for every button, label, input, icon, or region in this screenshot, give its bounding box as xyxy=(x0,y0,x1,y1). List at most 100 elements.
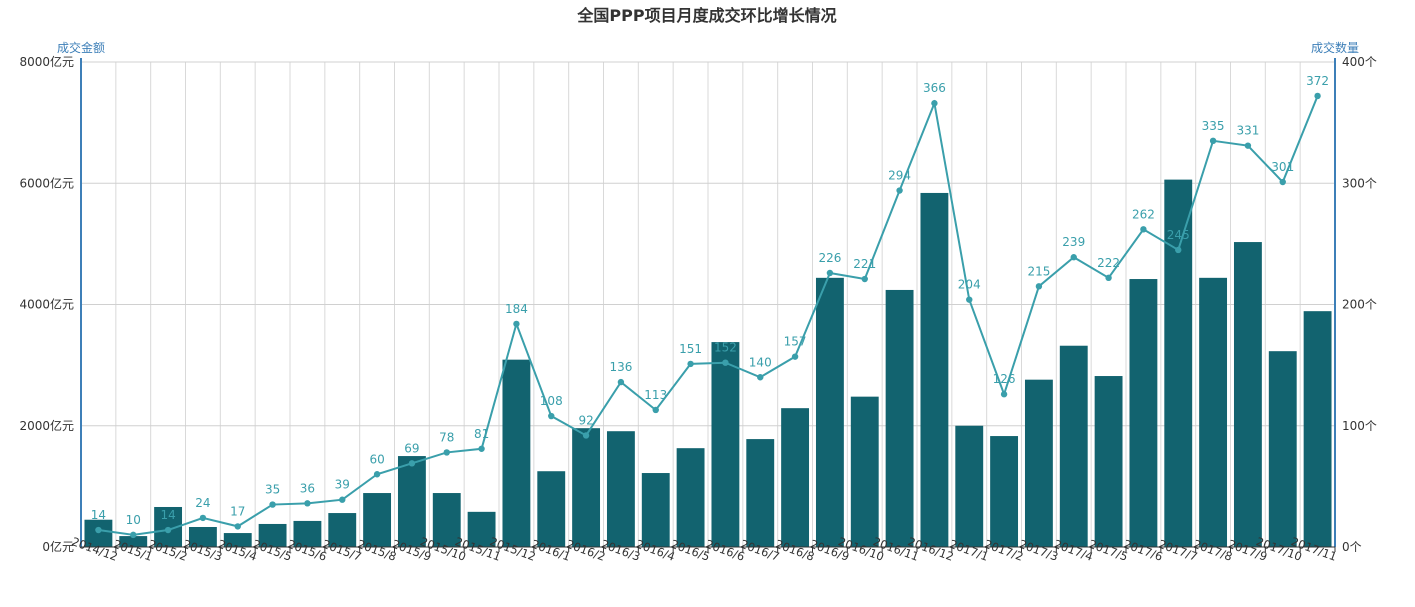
data-label: 262 xyxy=(1132,207,1155,221)
data-label: 78 xyxy=(439,430,454,444)
line-point xyxy=(1175,246,1182,254)
bar xyxy=(328,513,357,547)
line-point xyxy=(1244,142,1252,149)
bar xyxy=(781,408,810,547)
data-label: 215 xyxy=(1027,264,1050,278)
line-point xyxy=(513,320,520,328)
line-point xyxy=(861,275,868,283)
bar xyxy=(537,471,566,547)
line-point xyxy=(617,378,625,386)
line-point xyxy=(164,526,172,534)
bar xyxy=(467,511,496,547)
data-label: 294 xyxy=(888,169,911,183)
line-point xyxy=(896,187,903,194)
line-point xyxy=(130,531,137,539)
line-point xyxy=(1279,178,1286,186)
bar xyxy=(1268,351,1297,547)
bar xyxy=(223,533,252,547)
data-label: 39 xyxy=(335,478,350,492)
data-label: 151 xyxy=(679,342,702,356)
bar xyxy=(572,428,601,547)
right-axis-tick-label: 200个 xyxy=(1342,298,1377,312)
line-point xyxy=(1035,283,1043,290)
data-label: 60 xyxy=(369,452,384,466)
line-point xyxy=(339,496,346,503)
line-point xyxy=(1140,226,1147,233)
bar xyxy=(1024,379,1053,547)
bar xyxy=(188,526,217,547)
bar xyxy=(1129,279,1158,547)
right-axis-tick-label: 0个 xyxy=(1342,540,1362,554)
line-point xyxy=(95,526,102,534)
data-label: 226 xyxy=(818,251,841,265)
data-label: 10 xyxy=(126,513,141,527)
bar xyxy=(606,431,635,547)
data-label: 69 xyxy=(404,441,419,455)
data-label: 36 xyxy=(300,481,315,495)
bar xyxy=(850,396,879,547)
bar xyxy=(1303,311,1332,547)
line-point xyxy=(443,449,450,456)
line-point xyxy=(791,353,799,360)
bar xyxy=(676,448,705,547)
line-point xyxy=(1000,391,1008,398)
line-point xyxy=(757,374,764,381)
data-label: 140 xyxy=(749,355,772,369)
bar xyxy=(1233,242,1262,547)
line-point xyxy=(1105,274,1112,282)
right-axis-tick-label: 400个 xyxy=(1342,55,1377,69)
bar xyxy=(815,277,844,547)
bar xyxy=(990,436,1019,547)
data-label: 239 xyxy=(1062,235,1085,249)
line-point xyxy=(966,296,973,303)
left-axis-tick-label: 8000亿元 xyxy=(19,54,74,69)
data-label: 14 xyxy=(91,508,106,522)
data-label: 204 xyxy=(958,278,981,292)
data-label: 136 xyxy=(609,360,632,374)
data-label: 108 xyxy=(540,394,563,408)
data-label: 152 xyxy=(714,341,737,355)
right-axis-tick-label: 100个 xyxy=(1342,419,1377,433)
line-point xyxy=(234,523,241,530)
line-point xyxy=(408,460,416,467)
line-point xyxy=(826,269,834,277)
bar xyxy=(432,493,461,547)
line-point xyxy=(1209,137,1217,145)
line-point xyxy=(304,500,311,507)
line-point xyxy=(1314,92,1321,100)
left-axis-tick-label: 0亿元 xyxy=(42,539,74,554)
data-label: 92 xyxy=(578,413,593,427)
data-label: 372 xyxy=(1306,74,1329,88)
data-label: 184 xyxy=(505,302,528,316)
data-label: 14 xyxy=(160,508,175,522)
data-label: 245 xyxy=(1167,228,1190,242)
bar xyxy=(1164,179,1193,548)
line-point xyxy=(687,360,694,368)
data-label: 157 xyxy=(784,335,807,349)
data-label: 17 xyxy=(230,504,245,518)
line-point xyxy=(548,412,555,420)
line-point xyxy=(722,359,729,366)
left-axis-tick-label: 6000亿元 xyxy=(19,175,74,190)
line-point xyxy=(373,471,381,478)
left-axis-name: 成交金额 xyxy=(57,40,105,55)
data-label: 81 xyxy=(474,427,489,441)
data-label: 335 xyxy=(1202,119,1225,133)
bar xyxy=(746,439,775,547)
right-axis-name: 成交数量 xyxy=(1311,40,1359,55)
bar xyxy=(502,359,531,547)
bar xyxy=(955,425,984,547)
line-point xyxy=(1070,254,1077,261)
line-series xyxy=(98,95,1319,536)
line-point xyxy=(199,514,207,522)
bar xyxy=(920,192,949,547)
data-label: 331 xyxy=(1236,124,1259,138)
left-axis-tick-label: 4000亿元 xyxy=(19,297,74,312)
bar xyxy=(641,473,670,547)
line-point xyxy=(582,432,590,439)
data-label: 113 xyxy=(644,388,667,402)
data-label: 126 xyxy=(993,372,1016,386)
data-label: 35 xyxy=(265,483,280,497)
bar xyxy=(363,493,392,547)
